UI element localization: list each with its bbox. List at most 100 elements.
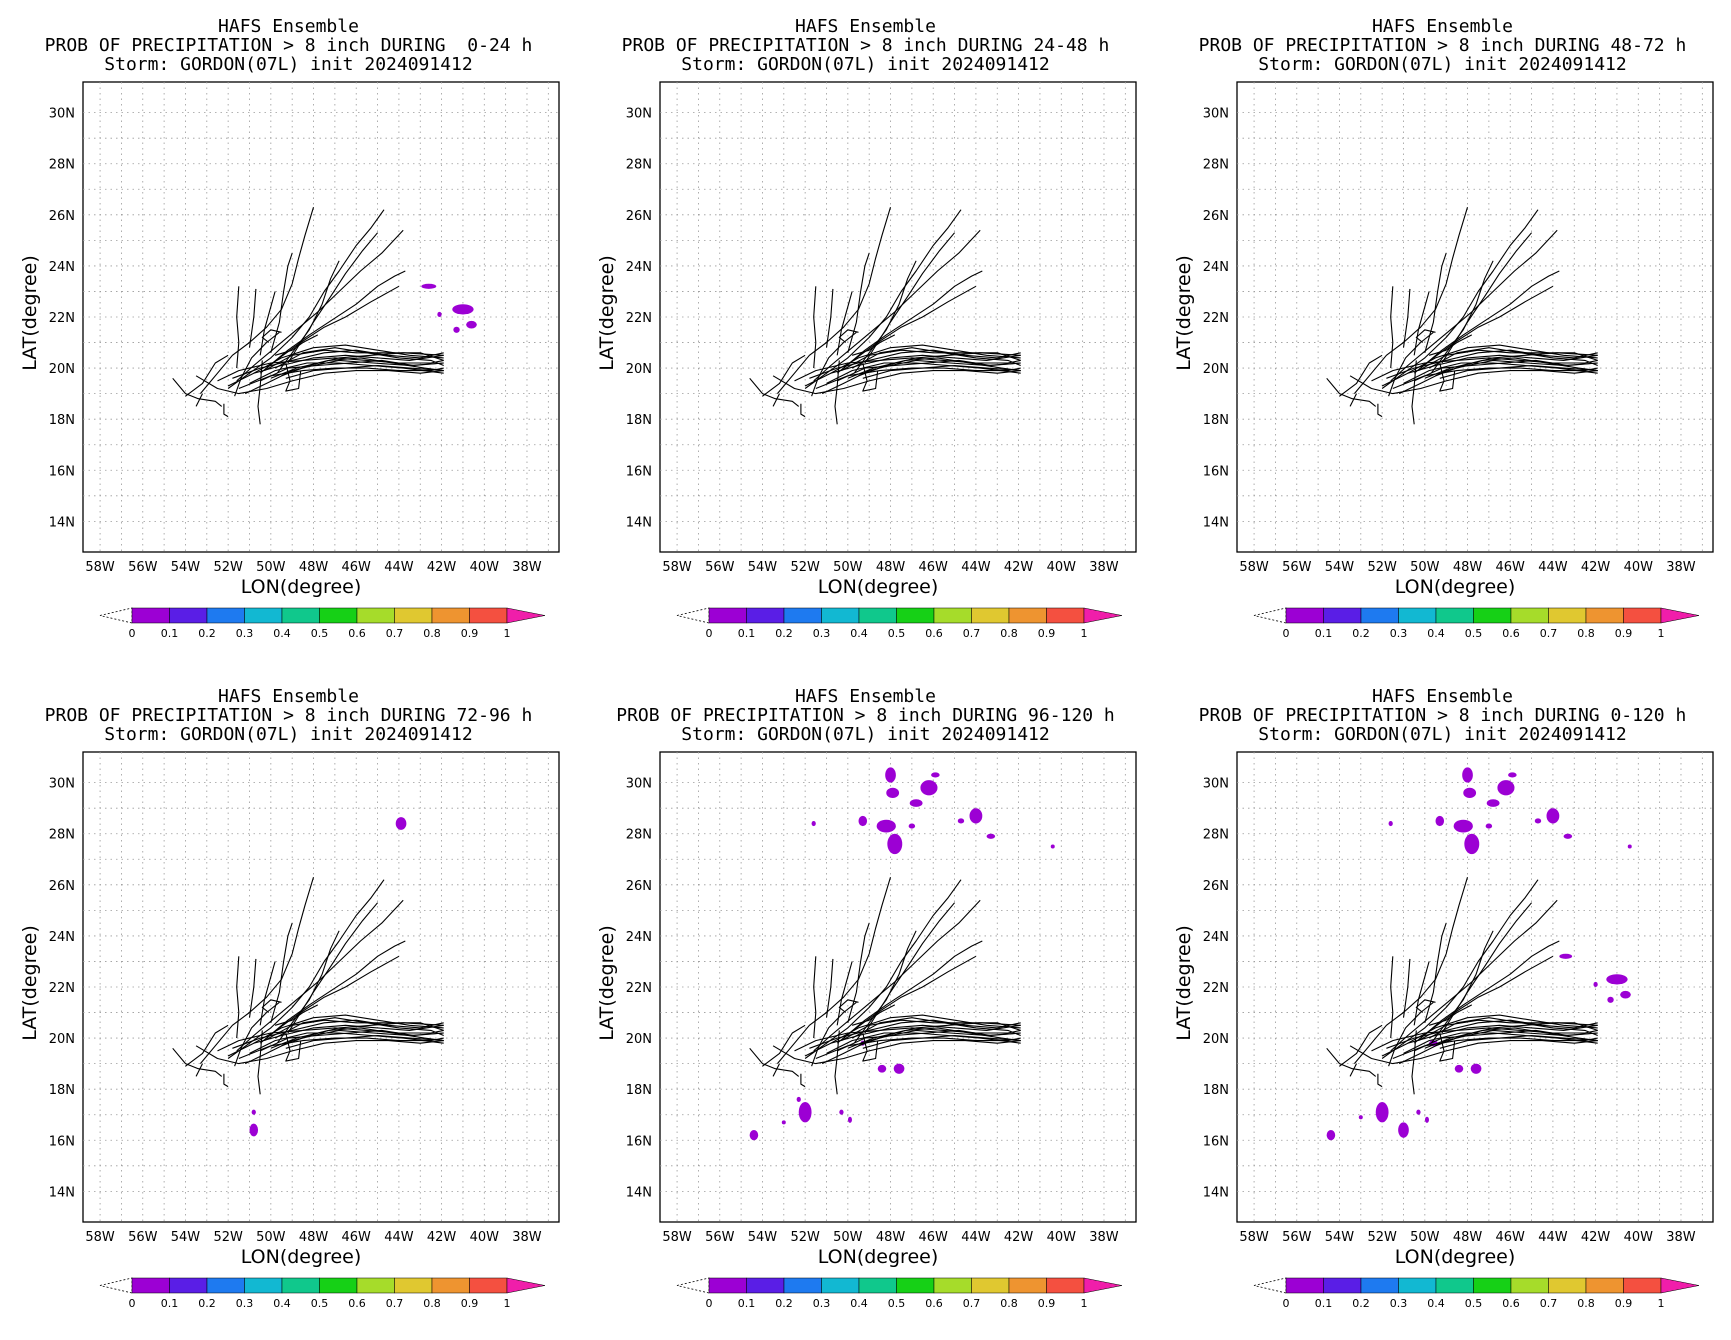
ensemble-track bbox=[227, 1024, 444, 1057]
x-tick-label: 38W bbox=[1089, 560, 1119, 575]
ensemble-track bbox=[285, 362, 302, 392]
colorbar-segment bbox=[281, 1277, 320, 1294]
colorbar-label: 0.3 bbox=[813, 1297, 831, 1310]
colorbar-segment bbox=[1435, 1277, 1474, 1294]
y-axis-label: LAT(degree) bbox=[1173, 255, 1195, 371]
colorbar-label: 1 bbox=[1081, 1297, 1088, 1310]
ensemble-track bbox=[1353, 877, 1469, 1064]
map-panel-4: HAFS Ensemble PROB OF PRECIPITATION > 8 i… bbox=[0, 670, 577, 1340]
colorbar-label: 0 bbox=[1283, 1297, 1290, 1310]
ensemble-track bbox=[1326, 1047, 1377, 1077]
ensemble-track bbox=[1439, 1032, 1456, 1062]
ensemble-track bbox=[749, 377, 800, 407]
colorbar-under-arrow bbox=[1253, 1277, 1287, 1294]
ensemble-track bbox=[276, 260, 340, 374]
y-tick-label: 16N bbox=[1203, 464, 1229, 479]
colorbar-over-arrow bbox=[1083, 1277, 1123, 1294]
ensemble-track bbox=[248, 288, 257, 348]
colorbar-label: 0.2 bbox=[198, 1297, 216, 1310]
probability-blob bbox=[886, 787, 900, 798]
panel-title2: PROB OF PRECIPITATION > 8 inch DURING 24… bbox=[621, 35, 1110, 56]
ensemble-track bbox=[804, 1024, 1021, 1057]
colorbar-segment bbox=[1323, 1277, 1362, 1294]
y-tick-label: 20N bbox=[49, 362, 75, 377]
ensemble-track bbox=[1371, 357, 1598, 382]
x-tick-label: 46W bbox=[342, 1230, 372, 1245]
probability-blob bbox=[1627, 844, 1632, 849]
map-panel-2: HAFS Ensemble PROB OF PRECIPITATION > 8 i… bbox=[577, 0, 1154, 670]
y-tick-label: 30N bbox=[626, 777, 652, 792]
gridlines bbox=[1237, 752, 1713, 1222]
colorbar-segment bbox=[1046, 607, 1085, 624]
colorbar-segment bbox=[394, 607, 433, 624]
y-tick-label: 28N bbox=[626, 828, 652, 843]
x-tick-label: 42W bbox=[427, 1230, 457, 1245]
x-tick-label: 46W bbox=[1496, 1230, 1526, 1245]
map-svg: 58W 56W 54W 52W 50W 48W 46W 44W 42W 40W 38W 14N 16N 1… bbox=[1173, 751, 1714, 1310]
x-tick-label: 40W bbox=[470, 560, 500, 575]
probability-blob bbox=[931, 772, 940, 778]
probability-blob bbox=[1563, 833, 1573, 839]
x-tick-label: 58W bbox=[1239, 560, 1269, 575]
ensemble-track bbox=[1420, 270, 1560, 369]
y-tick-label: 24N bbox=[1203, 260, 1229, 275]
y-tick-label: 14N bbox=[1203, 515, 1229, 530]
colorbar-label: 0.7 bbox=[963, 627, 981, 640]
gridlines bbox=[83, 82, 559, 552]
ensemble-track bbox=[1439, 362, 1456, 392]
y-tick-label: 24N bbox=[49, 260, 75, 275]
colorbar-segment bbox=[1360, 607, 1399, 624]
colorbar-label: 0.9 bbox=[461, 627, 479, 640]
panel-title3: Storm: GORDON(07L) init 2024091412 bbox=[1258, 724, 1627, 745]
x-tick-label: 44W bbox=[1538, 560, 1568, 575]
x-tick-label: 50W bbox=[1410, 1230, 1440, 1245]
ensemble-track bbox=[772, 1063, 780, 1077]
colorbar-segment bbox=[1046, 1277, 1085, 1294]
panel-title3: Storm: GORDON(07L) init 2024091412 bbox=[104, 724, 473, 745]
colorbar-label: 0.7 bbox=[1540, 627, 1558, 640]
y-tick-label: 26N bbox=[49, 209, 75, 224]
colorbar-label: 0.9 bbox=[1038, 627, 1056, 640]
x-tick-label: 58W bbox=[85, 1230, 115, 1245]
ensemble-track bbox=[223, 1073, 229, 1088]
colorbar-segment bbox=[933, 607, 972, 624]
y-tick-label: 28N bbox=[49, 158, 75, 173]
colorbar-over-arrow bbox=[1083, 607, 1123, 624]
panel-title1: HAFS Ensemble bbox=[795, 16, 936, 37]
ensemble-track bbox=[794, 1027, 1021, 1052]
ensemble-track bbox=[834, 360, 840, 425]
y-tick-label: 24N bbox=[626, 260, 652, 275]
ensemble-track bbox=[270, 357, 444, 379]
probability-blob bbox=[1620, 990, 1631, 999]
x-tick-label: 58W bbox=[85, 560, 115, 575]
colorbar-label: 1 bbox=[504, 1297, 511, 1310]
storm-tracks bbox=[172, 207, 444, 425]
x-tick-label: 54W bbox=[171, 560, 201, 575]
map-panel-1: HAFS Ensemble PROB OF PRECIPITATION > 8 i… bbox=[0, 0, 577, 670]
colorbar: 0 0.1 0.2 0.3 0.4 0.5 0.6 0.7 0.8 0.9 1 bbox=[99, 607, 546, 640]
colorbar-segment bbox=[244, 607, 283, 624]
colorbar-label: 0.1 bbox=[738, 627, 756, 640]
y-tick-label: 22N bbox=[1203, 311, 1229, 326]
colorbar-over-arrow bbox=[1660, 1277, 1700, 1294]
ensemble-track bbox=[830, 344, 1021, 374]
colorbar-segment bbox=[356, 607, 395, 624]
ensemble-track bbox=[1415, 999, 1436, 1013]
probability-blob bbox=[1607, 996, 1614, 1003]
y-tick-label: 22N bbox=[49, 311, 75, 326]
ensemble-track bbox=[813, 286, 817, 369]
probability-blob bbox=[1398, 1122, 1409, 1138]
ensemble-track bbox=[864, 232, 956, 364]
probability-blob bbox=[437, 311, 442, 317]
colorbar-label: 0.1 bbox=[161, 627, 179, 640]
ensemble-track bbox=[804, 354, 1021, 387]
ensemble-track bbox=[274, 1017, 444, 1039]
probability-blob bbox=[1050, 844, 1055, 849]
panel-title1: HAFS Ensemble bbox=[1372, 16, 1513, 37]
colorbar-label: 0 bbox=[129, 627, 136, 640]
map-svg: 58W 56W 54W 52W 50W 48W 46W 44W 42W 40W 38W 14N 16N 1… bbox=[596, 81, 1137, 640]
colorbar-segment bbox=[1473, 1277, 1512, 1294]
ensemble-track bbox=[270, 922, 293, 1023]
x-tick-label: 54W bbox=[171, 1230, 201, 1245]
x-tick-label: 50W bbox=[833, 560, 863, 575]
